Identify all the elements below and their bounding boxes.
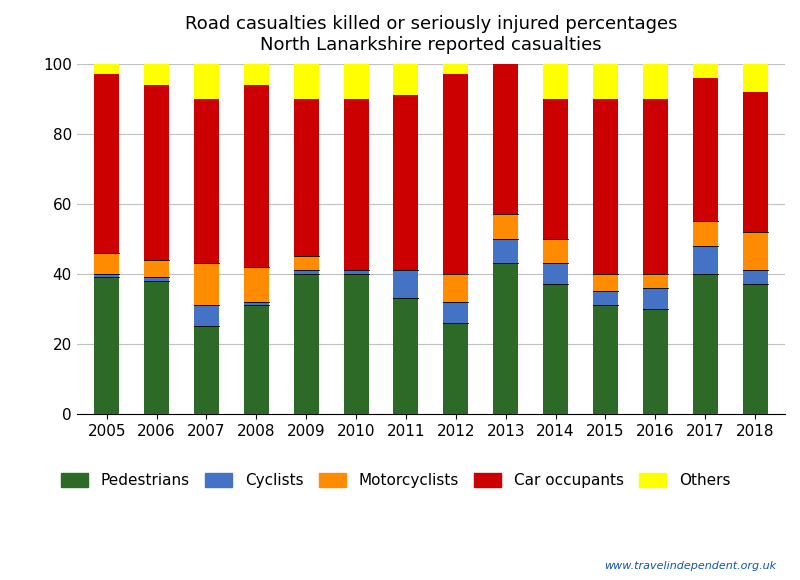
Bar	[194, 64, 219, 99]
Bar	[144, 260, 169, 277]
Bar	[494, 263, 518, 414]
Bar	[643, 274, 668, 288]
Bar	[244, 64, 269, 85]
Bar	[394, 270, 418, 298]
Bar	[344, 270, 369, 274]
Bar	[344, 64, 369, 99]
Bar	[194, 306, 219, 327]
Bar	[294, 270, 318, 274]
Bar	[94, 274, 119, 277]
Bar	[543, 99, 568, 239]
Bar	[693, 246, 718, 274]
Bar	[244, 85, 269, 267]
Bar	[742, 284, 767, 414]
Bar	[394, 95, 418, 270]
Bar	[643, 309, 668, 414]
Legend: Pedestrians, Cyclists, Motorcyclists, Car occupants, Others: Pedestrians, Cyclists, Motorcyclists, Ca…	[54, 467, 736, 495]
Bar	[494, 239, 518, 263]
Bar	[494, 28, 518, 46]
Bar	[394, 298, 418, 414]
Bar	[443, 64, 468, 74]
Bar	[593, 306, 618, 414]
Bar	[693, 78, 718, 222]
Bar	[344, 99, 369, 270]
Bar	[742, 232, 767, 270]
Bar	[742, 270, 767, 284]
Bar	[593, 64, 618, 99]
Bar	[443, 323, 468, 414]
Bar	[693, 274, 718, 414]
Bar	[693, 222, 718, 246]
Bar	[742, 64, 767, 92]
Bar	[294, 256, 318, 270]
Bar	[244, 267, 269, 302]
Bar	[443, 302, 468, 323]
Bar	[643, 99, 668, 274]
Bar	[643, 288, 668, 309]
Bar	[593, 291, 618, 306]
Bar	[144, 64, 169, 85]
Bar	[494, 215, 518, 239]
Bar	[742, 92, 767, 232]
Bar	[194, 327, 219, 414]
Bar	[194, 263, 219, 306]
Bar	[244, 306, 269, 414]
Bar	[543, 284, 568, 414]
Bar	[294, 274, 318, 414]
Bar	[344, 274, 369, 414]
Bar	[543, 263, 568, 284]
Bar	[244, 302, 269, 306]
Title: Road casualties killed or seriously injured percentages
North Lanarkshire report: Road casualties killed or seriously inju…	[185, 15, 677, 54]
Bar	[94, 74, 119, 253]
Bar	[443, 274, 468, 302]
Bar	[443, 74, 468, 274]
Bar	[94, 64, 119, 74]
Bar	[194, 99, 219, 263]
Bar	[294, 64, 318, 99]
Bar	[543, 64, 568, 99]
Bar	[693, 64, 718, 78]
Bar	[643, 64, 668, 99]
Bar	[294, 99, 318, 256]
Bar	[394, 64, 418, 95]
Bar	[94, 277, 119, 414]
Bar	[593, 274, 618, 291]
Bar	[144, 85, 169, 260]
Bar	[593, 99, 618, 274]
Bar	[543, 239, 568, 263]
Bar	[144, 277, 169, 281]
Bar	[94, 253, 119, 274]
Bar	[144, 281, 169, 414]
Text: www.travelindependent.org.uk: www.travelindependent.org.uk	[604, 561, 776, 571]
Bar	[494, 46, 518, 215]
